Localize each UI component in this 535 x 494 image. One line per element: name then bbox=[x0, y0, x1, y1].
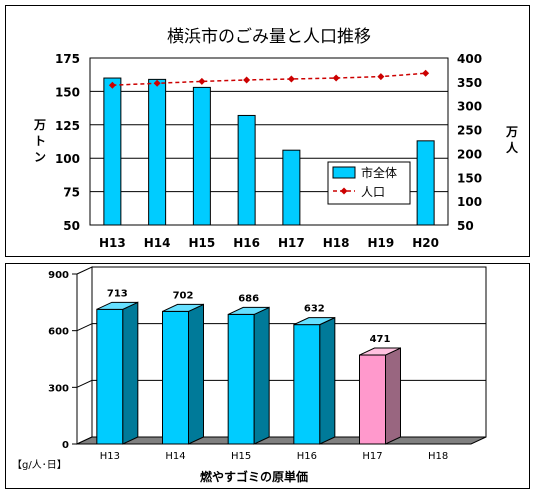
y-tick-label: 100 bbox=[55, 152, 80, 166]
bar-h13 bbox=[96, 301, 139, 445]
population-waste-chart-panel: 横浜市のごみ量と人口推移 50 75 100 125 150 175 50 100 150 200 2… bbox=[5, 5, 530, 257]
y-tick-label: 150 bbox=[55, 85, 80, 99]
y2-tick-label: 50 bbox=[457, 219, 474, 233]
x-tick-label: H15 bbox=[189, 236, 216, 250]
legend-label-line: 人口 bbox=[361, 185, 385, 199]
y2-tick-label: 300 bbox=[457, 100, 482, 114]
y2-tick-label: 350 bbox=[457, 76, 482, 90]
bar-side bbox=[122, 301, 139, 445]
population-point-h17 bbox=[287, 75, 295, 83]
y2-tick-label: 400 bbox=[457, 52, 482, 66]
bar-top bbox=[162, 303, 204, 312]
population-point-h16 bbox=[243, 76, 251, 84]
bar-h20 bbox=[416, 140, 435, 226]
bar-front bbox=[96, 308, 124, 445]
legend-label-bars: 市全体 bbox=[361, 165, 397, 180]
data-label: 713 bbox=[107, 288, 128, 299]
bar-top bbox=[227, 306, 270, 315]
y-tick-label: 900 bbox=[48, 270, 69, 281]
x-tick-label: H13 bbox=[100, 451, 120, 462]
y-axis-title: 万トン bbox=[33, 118, 46, 164]
floor bbox=[76, 436, 487, 445]
y2-axis-title: 万人 bbox=[505, 125, 519, 155]
population-point-h19 bbox=[377, 73, 385, 81]
bar-side bbox=[385, 347, 401, 445]
x-tick-label: H18 bbox=[323, 236, 350, 250]
x-tick-label: H14 bbox=[165, 451, 185, 462]
back-wall bbox=[91, 266, 487, 438]
gridline-side bbox=[76, 323, 93, 332]
x-tick-label: H16 bbox=[233, 236, 260, 250]
y2-tick-label: 200 bbox=[457, 147, 482, 161]
x-tick-label: H15 bbox=[231, 451, 251, 462]
population-point-h13 bbox=[108, 81, 116, 89]
bar-top bbox=[96, 301, 139, 310]
bar-h14 bbox=[148, 78, 167, 226]
y-tick-label: 125 bbox=[55, 119, 80, 133]
gridline-side bbox=[76, 379, 93, 388]
bar-h13 bbox=[103, 77, 122, 226]
bar-h14 bbox=[162, 303, 204, 445]
data-label: 686 bbox=[238, 293, 259, 304]
x-tick-label: H19 bbox=[368, 236, 395, 250]
population-line bbox=[112, 72, 426, 86]
bar-top bbox=[293, 317, 336, 326]
population-point-h14 bbox=[153, 79, 161, 87]
population-point-h18 bbox=[332, 74, 340, 82]
x-tick-label: H17 bbox=[362, 451, 382, 462]
data-label: 632 bbox=[304, 304, 325, 315]
bar-side bbox=[319, 316, 336, 445]
y-tick-label: 50 bbox=[63, 219, 80, 233]
y2-tick-label: 250 bbox=[457, 124, 482, 138]
y-tick-label: 300 bbox=[48, 383, 69, 394]
burnable-waste-chart: 0 300 600 900 713 H13 702 H14 686 H15 632 H16 471 H17… bbox=[12, 266, 487, 484]
population-waste-chart: 横浜市のごみ量と人口推移 50 75 100 125 150 175 50 100 150 200 2… bbox=[33, 27, 519, 250]
bar-front bbox=[162, 310, 189, 445]
y2-tick-label: 150 bbox=[457, 171, 482, 185]
side-wall bbox=[76, 266, 93, 445]
x-tick-label: H18 bbox=[428, 451, 448, 462]
x-tick-label: H16 bbox=[297, 451, 317, 462]
bar-side bbox=[253, 306, 270, 445]
bar-h16 bbox=[293, 316, 336, 445]
bar-top bbox=[359, 347, 401, 356]
bar-front bbox=[293, 324, 321, 445]
population-point-h15 bbox=[198, 77, 206, 85]
bar-h17 bbox=[282, 149, 301, 226]
y-tick-label: 600 bbox=[48, 327, 69, 338]
legend-bar-swatch bbox=[332, 166, 356, 179]
y2-tick-label: 100 bbox=[457, 195, 482, 209]
y-axis-unit-label: 【g/人･日】 bbox=[12, 459, 67, 471]
plot-area bbox=[89, 57, 449, 226]
x-tick-label: H13 bbox=[99, 236, 126, 250]
population-point-h20 bbox=[422, 69, 430, 77]
x-tick-label: H17 bbox=[278, 236, 305, 250]
bar-side bbox=[188, 303, 204, 445]
bar-front bbox=[227, 313, 255, 445]
bar-h15 bbox=[192, 86, 211, 226]
bar-h17 bbox=[359, 347, 401, 445]
y-tick-label: 0 bbox=[62, 440, 69, 451]
legend-line-marker bbox=[340, 187, 348, 195]
y-tick-label: 75 bbox=[63, 186, 80, 200]
x-tick-label: H20 bbox=[412, 236, 439, 250]
burnable-waste-chart-panel: 0 300 600 900 713 H13 702 H14 686 H15 632 H16 471 H17… bbox=[5, 263, 530, 489]
x-tick-label: H14 bbox=[144, 236, 171, 250]
bar-h16 bbox=[237, 114, 256, 226]
data-label: 702 bbox=[173, 290, 194, 301]
chart-title: 燃やすゴミの原単価 bbox=[200, 469, 308, 484]
bar-front bbox=[359, 354, 386, 445]
data-label: 471 bbox=[370, 334, 391, 345]
y-tick-label: 175 bbox=[55, 52, 80, 66]
chart-title: 横浜市のごみ量と人口推移 bbox=[167, 27, 371, 47]
bar-h15 bbox=[227, 306, 270, 445]
